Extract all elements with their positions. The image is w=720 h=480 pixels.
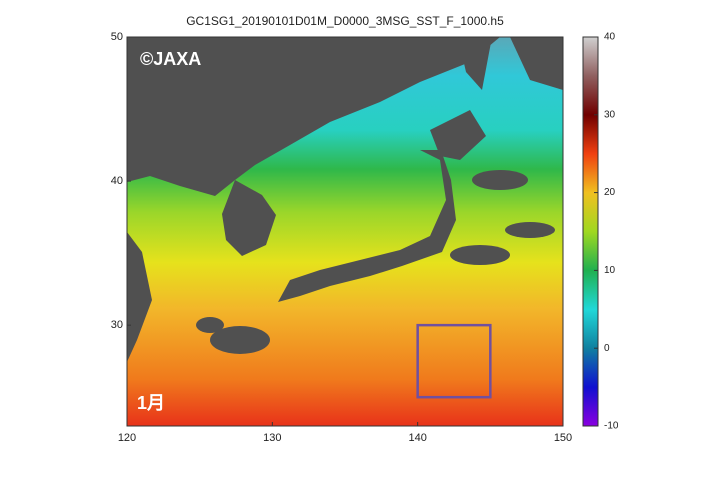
month-label: 1月 [137,393,165,413]
x-tick-label: 150 [554,432,572,444]
y-tick-label: 40 [111,175,123,187]
land-and-clouds [127,37,563,362]
watermark: ©JAXA [140,49,201,69]
region-box [416,323,492,399]
colorbar-tick-label: 10 [604,265,616,276]
x-tick-label: 120 [118,432,136,444]
y-tick-label: 50 [111,31,123,43]
x-tick-label: 140 [408,432,426,444]
colorbar-tick-label: 30 [604,109,616,120]
sst-map [127,37,563,426]
y-tick-label: 30 [111,319,123,331]
x-tick-label: 130 [263,432,281,444]
colorbar-tick-label: 20 [604,187,616,198]
map-title: GC1SG1_20190101D01M_D0000_3MSG_SST_F_100… [186,14,504,28]
colorbar [582,36,599,427]
map-frame [126,36,564,427]
colorbar-tick-label: 40 [604,32,616,43]
colorbar-tick-label: 0 [604,343,610,354]
colorbar-tick-label: -10 [604,421,619,432]
